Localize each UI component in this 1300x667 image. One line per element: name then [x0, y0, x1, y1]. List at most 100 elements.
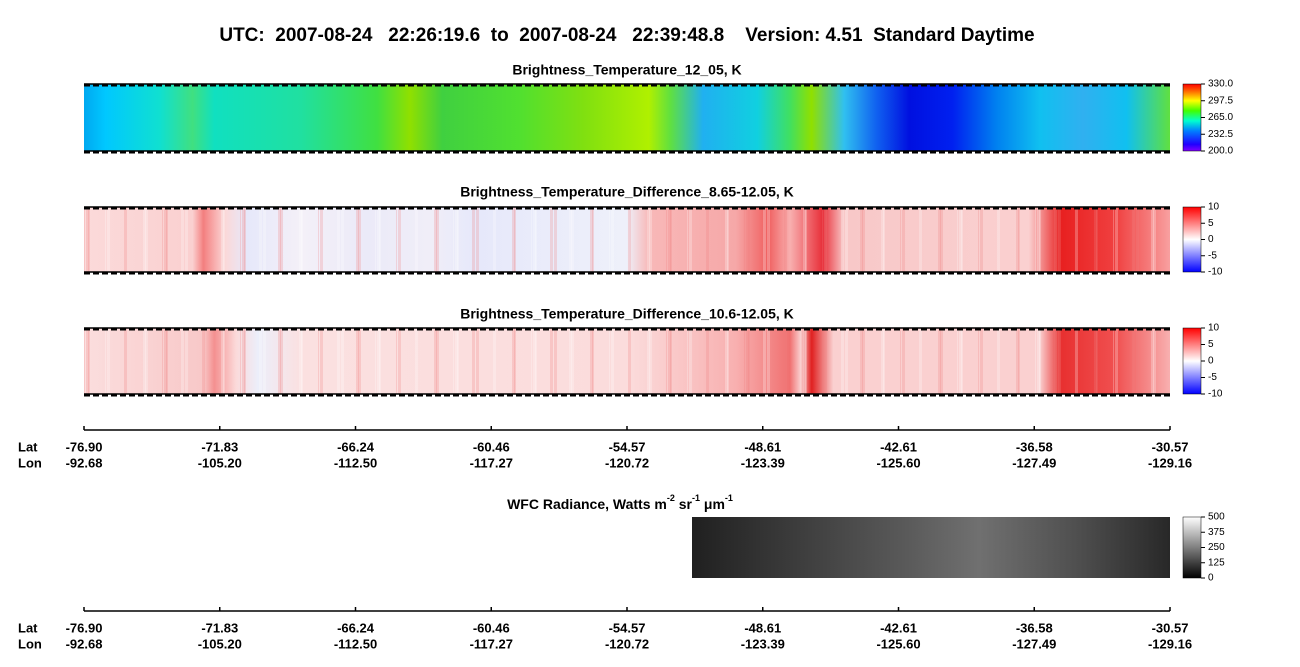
title-part: WFC Radiance, Watts m	[507, 496, 667, 512]
lat-label: Lat	[18, 620, 38, 635]
lon-tick-label: -117.27	[470, 636, 513, 651]
texture	[824, 207, 827, 272]
texture	[377, 207, 380, 272]
texture	[725, 207, 728, 272]
texture	[573, 207, 574, 272]
texture	[339, 207, 340, 272]
texture	[320, 328, 323, 394]
texture	[375, 207, 376, 272]
texture	[942, 328, 943, 394]
texture	[341, 207, 344, 272]
texture	[997, 207, 999, 272]
texture	[1039, 207, 1041, 272]
texture	[360, 328, 361, 394]
colorbar-label: -5	[1208, 372, 1217, 383]
texture	[379, 207, 381, 272]
texture	[143, 328, 146, 394]
texture	[786, 207, 787, 272]
texture	[434, 328, 437, 394]
panel-title: WFC Radiance, Watts m-2 sr-1 μm-1	[507, 493, 733, 511]
lat-tick-label: -36.58	[1016, 439, 1053, 454]
lon-tick-label: -125.60	[876, 636, 920, 651]
texture	[590, 207, 593, 272]
texture	[278, 207, 281, 272]
texture	[1134, 328, 1135, 394]
texture	[126, 328, 127, 394]
texture	[1018, 207, 1020, 272]
texture	[1132, 328, 1134, 394]
texture	[202, 207, 204, 272]
lon-label: Lon	[18, 455, 42, 470]
texture	[143, 207, 146, 272]
texture	[1153, 207, 1155, 272]
texture	[784, 207, 786, 272]
colorbar-label: 265.0	[1208, 112, 1233, 123]
texture	[1136, 328, 1139, 394]
texture	[611, 328, 614, 394]
texture	[1115, 328, 1118, 394]
texture	[1054, 328, 1056, 394]
texture	[126, 207, 127, 272]
texture	[493, 207, 495, 272]
texture	[356, 207, 359, 272]
texture	[744, 328, 745, 394]
texture	[980, 328, 983, 394]
colorbar	[1182, 83, 1202, 152]
texture	[183, 207, 184, 272]
texture	[339, 328, 340, 394]
texture	[552, 328, 553, 394]
texture	[396, 207, 397, 272]
texture	[166, 328, 168, 394]
texture	[301, 207, 303, 272]
texture	[919, 207, 921, 272]
texture	[396, 328, 397, 394]
texture	[841, 328, 843, 394]
texture	[786, 328, 787, 394]
texture	[1035, 207, 1036, 272]
texture	[628, 328, 630, 394]
texture	[803, 207, 806, 272]
texture	[767, 328, 770, 394]
texture	[124, 207, 126, 272]
texture	[455, 207, 458, 272]
texture	[145, 207, 147, 272]
texture	[181, 328, 183, 394]
texture	[748, 207, 750, 272]
texture	[261, 207, 262, 272]
texture	[647, 328, 650, 394]
texture	[223, 328, 225, 394]
texture	[550, 207, 552, 272]
texture	[569, 207, 572, 272]
texture	[630, 328, 631, 394]
title-part: -1	[725, 493, 733, 503]
texture	[263, 207, 266, 272]
texture	[841, 207, 843, 272]
texture	[398, 328, 401, 394]
texture	[725, 328, 728, 394]
texture	[1058, 328, 1061, 394]
texture	[457, 207, 459, 272]
lat-tick-label: -66.24	[337, 620, 375, 635]
texture	[512, 328, 515, 394]
texture	[822, 207, 823, 272]
image-strip	[692, 517, 1170, 578]
texture	[942, 207, 943, 272]
lat-tick-label: -76.90	[66, 620, 103, 635]
lat-tick-label: -76.90	[66, 439, 103, 454]
texture	[628, 207, 630, 272]
lon-tick-label: -120.72	[605, 455, 649, 470]
texture	[978, 207, 979, 272]
texture	[919, 328, 921, 394]
texture	[940, 207, 942, 272]
texture	[1035, 328, 1036, 394]
texture	[88, 207, 90, 272]
texture	[531, 328, 532, 394]
texture	[358, 328, 360, 394]
panel-title: Brightness_Temperature_Difference_10.6-1…	[460, 306, 794, 322]
texture	[162, 328, 163, 394]
texture	[744, 207, 745, 272]
lon-tick-label: -117.27	[470, 455, 513, 470]
colorbar-label: 330.0	[1208, 79, 1233, 90]
texture	[474, 207, 475, 272]
